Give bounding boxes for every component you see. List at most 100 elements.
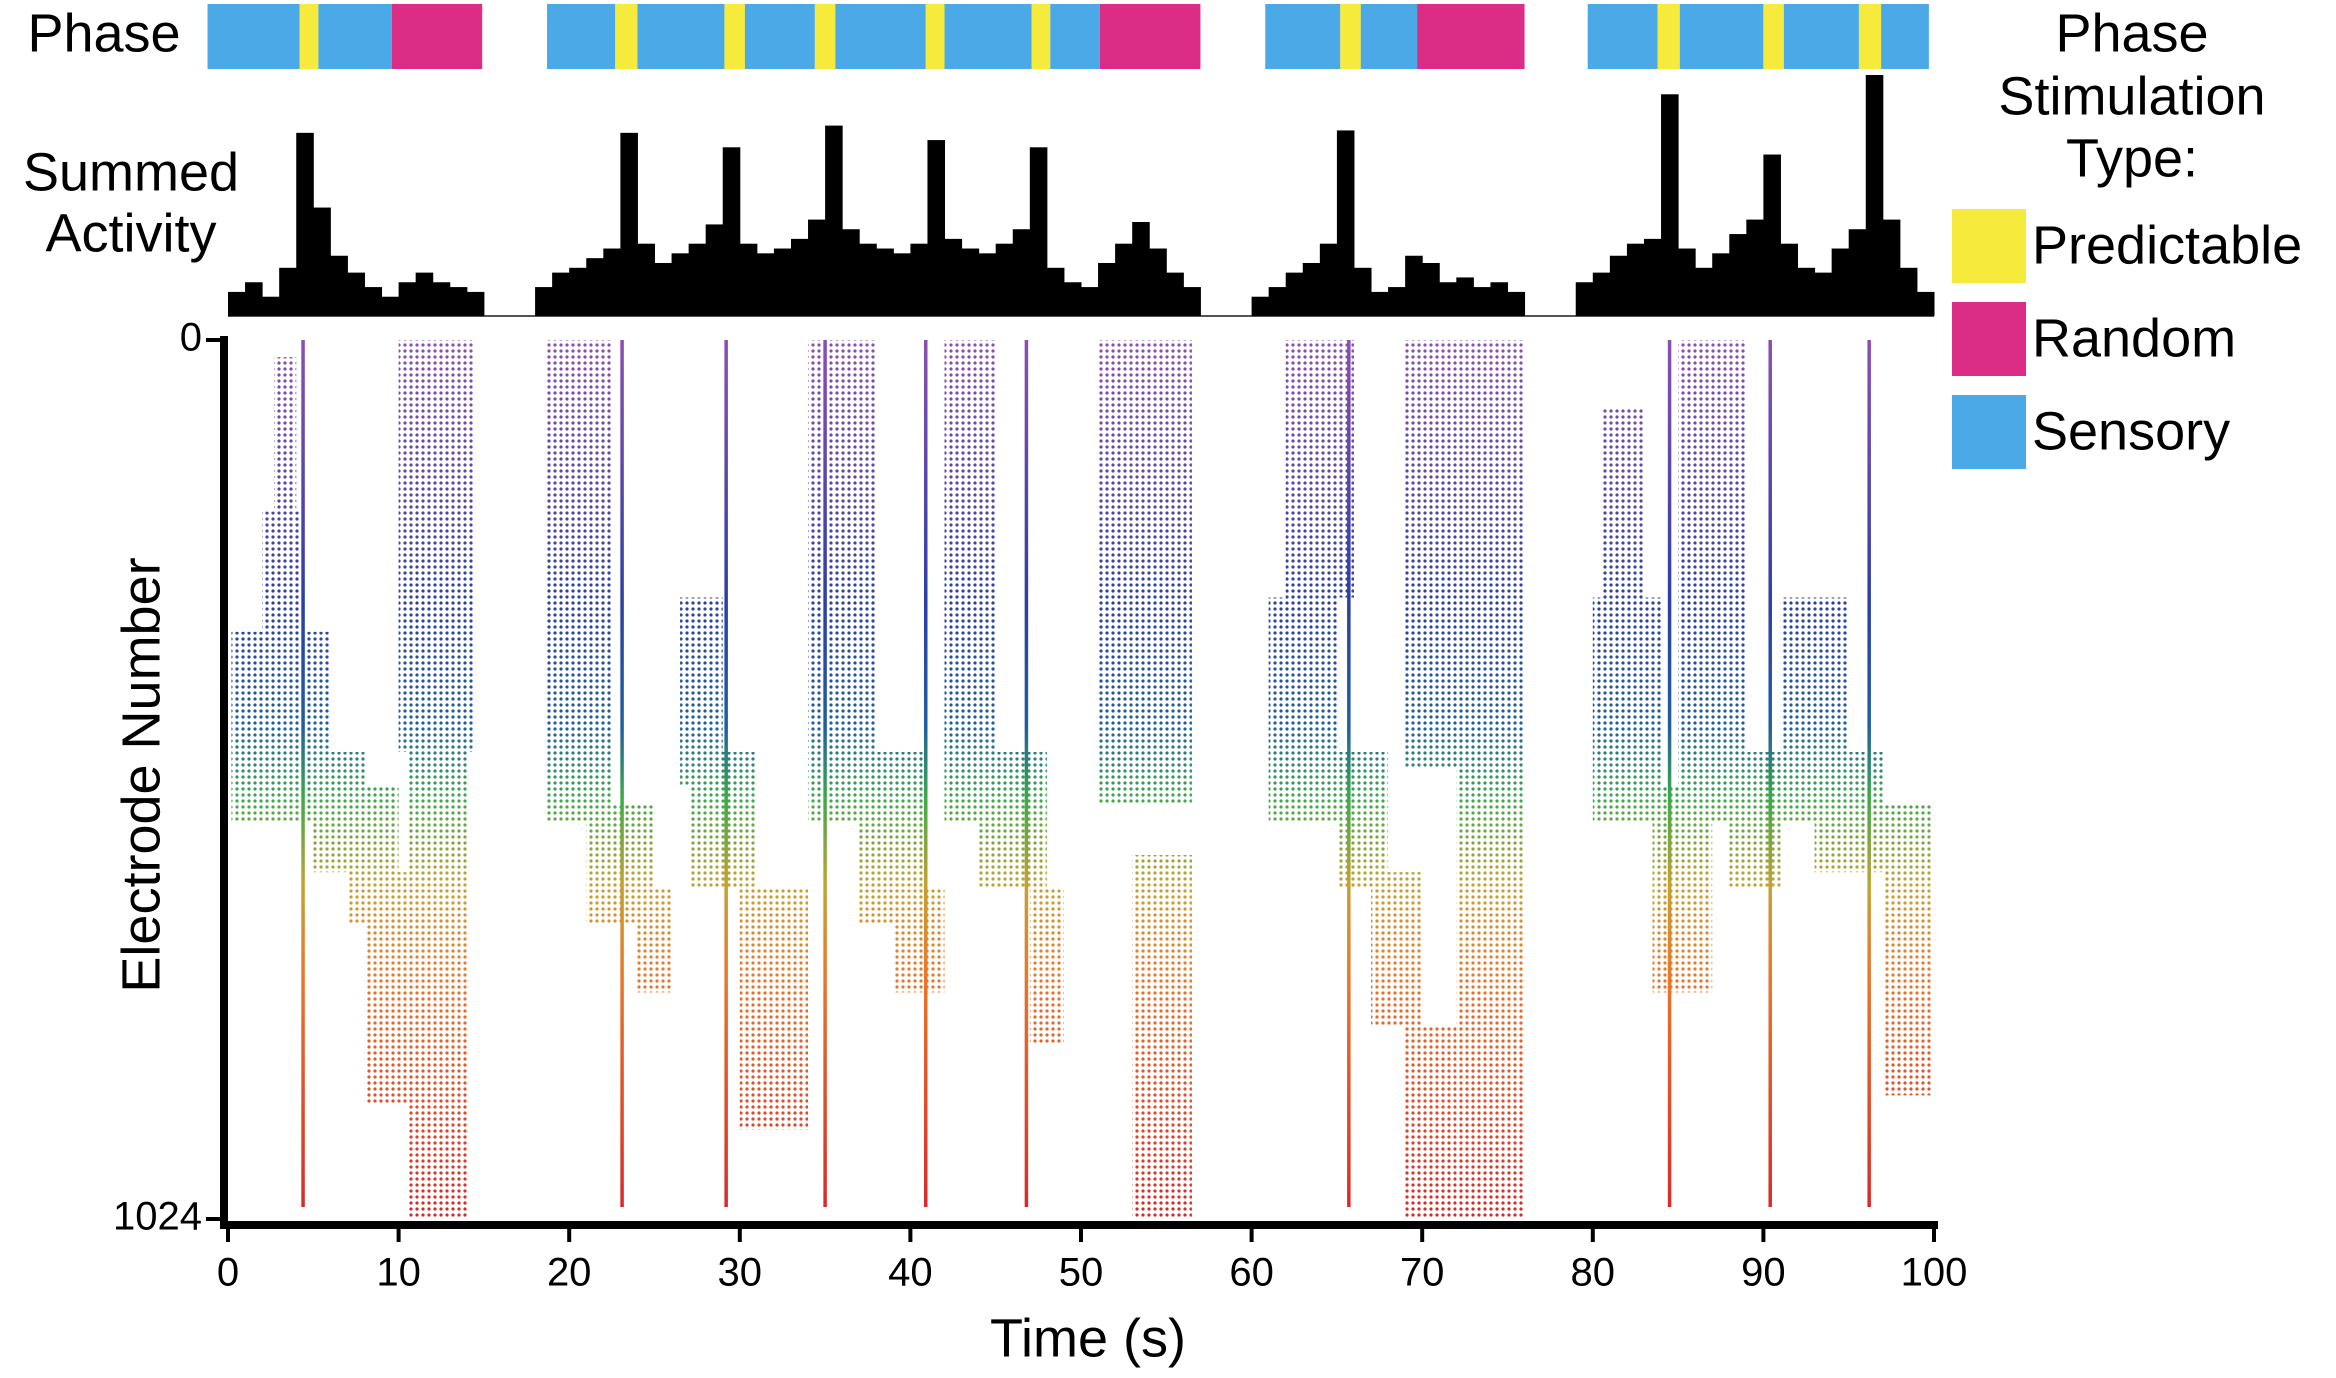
activity-bar (586, 258, 604, 316)
activity-bar (739, 243, 758, 316)
burst (1268, 597, 1337, 821)
activity-bar (569, 267, 587, 316)
legend-swatch (1952, 209, 2026, 283)
activity-label: Activity (45, 203, 216, 263)
burst (1029, 889, 1064, 1044)
activity-bar (978, 253, 997, 316)
activity-bar (432, 282, 451, 316)
activity-bar (1626, 243, 1645, 316)
phase-segment (1858, 4, 1882, 69)
activity-bar (1814, 272, 1833, 316)
activity-bar (1916, 291, 1935, 316)
legend-title: Type: (2066, 128, 2198, 188)
activity-bar (1132, 222, 1150, 316)
phase-label: Phase (27, 3, 180, 63)
x-tick-label: 90 (1741, 1251, 1786, 1295)
burst (1729, 752, 1781, 890)
phase-segment (207, 4, 300, 69)
phase-segment (1417, 4, 1525, 69)
activity-bar (1029, 147, 1048, 316)
phase-segment (1265, 4, 1341, 69)
activity-bar (1848, 229, 1867, 316)
activity-bar (927, 140, 946, 316)
x-axis-label: Time (s) (990, 1308, 1186, 1368)
x-tick-label: 50 (1059, 1251, 1104, 1295)
activity-bar (825, 125, 843, 316)
activity-bar (1507, 291, 1526, 316)
burst (1814, 752, 1883, 873)
phase-segment (318, 4, 392, 69)
burst (262, 511, 302, 753)
x-tick-label: 100 (1901, 1251, 1968, 1295)
burst (1405, 340, 1525, 770)
activity-bar (535, 287, 553, 316)
activity-bar (1268, 287, 1287, 316)
activity-bar (654, 262, 673, 316)
activity-bar (1285, 272, 1304, 316)
activity-bar (1405, 255, 1423, 316)
activity-bar (398, 282, 417, 316)
activity-bar (364, 287, 383, 316)
burst (1285, 340, 1354, 598)
activity-bar (1166, 272, 1184, 316)
activity-bar (330, 255, 348, 316)
x-tick-label: 20 (547, 1251, 592, 1295)
burst (893, 889, 945, 993)
activity-bar (1831, 248, 1850, 316)
activity-bar (1609, 255, 1628, 316)
x-tick-label: 80 (1571, 1251, 1616, 1295)
activity-bar (228, 291, 246, 316)
activity-bar (262, 296, 280, 316)
activity-bar (1098, 262, 1116, 316)
activity-bar (756, 253, 775, 316)
activity-bar (1388, 287, 1406, 316)
activity-bar (790, 238, 809, 316)
burst (808, 340, 877, 821)
phase-segment (1783, 4, 1859, 69)
activity-bar (773, 248, 792, 316)
phase-segment (1657, 4, 1680, 69)
activity-bar (1865, 75, 1884, 316)
activity-bar (1780, 243, 1799, 316)
burst (398, 340, 476, 753)
activity-bar (1371, 291, 1389, 316)
activity-bar (893, 253, 911, 316)
activity-bar (1439, 282, 1457, 316)
activity-bar (279, 267, 297, 316)
burst (1592, 597, 1662, 821)
phase-segment (615, 4, 638, 69)
phase-segment (724, 4, 745, 69)
activity-bar (1456, 277, 1474, 316)
activity-bar (637, 243, 655, 316)
activity-bar (1319, 243, 1338, 316)
activity-bar (961, 248, 980, 316)
activity-bar (449, 287, 468, 316)
y-tick-label: 0 (180, 316, 202, 360)
activity-bar (415, 272, 434, 316)
burst (1336, 752, 1389, 890)
activity-bar (313, 207, 331, 316)
activity-bar (1712, 253, 1730, 316)
legend-title: Stimulation (1998, 66, 2265, 126)
phase-segment (1360, 4, 1418, 69)
burst (547, 340, 612, 821)
activity-bar (466, 291, 485, 316)
burst (1405, 1026, 1457, 1219)
x-tick-label: 60 (1229, 1251, 1274, 1295)
activity-bar (552, 272, 570, 316)
burst (739, 889, 809, 1130)
burst (944, 340, 996, 821)
burst (1371, 872, 1423, 1027)
activity-bar (859, 243, 877, 316)
phase-segment (1031, 4, 1051, 69)
activity-bar (876, 248, 894, 316)
x-tick-label: 0 (217, 1251, 239, 1295)
legend-label: Sensory (2032, 401, 2230, 461)
burst (274, 357, 297, 512)
phase-segment (547, 4, 616, 69)
activity-bar (1490, 282, 1508, 316)
burst (1678, 340, 1747, 821)
activity-bar (1763, 154, 1781, 316)
activity-bar (944, 238, 963, 316)
